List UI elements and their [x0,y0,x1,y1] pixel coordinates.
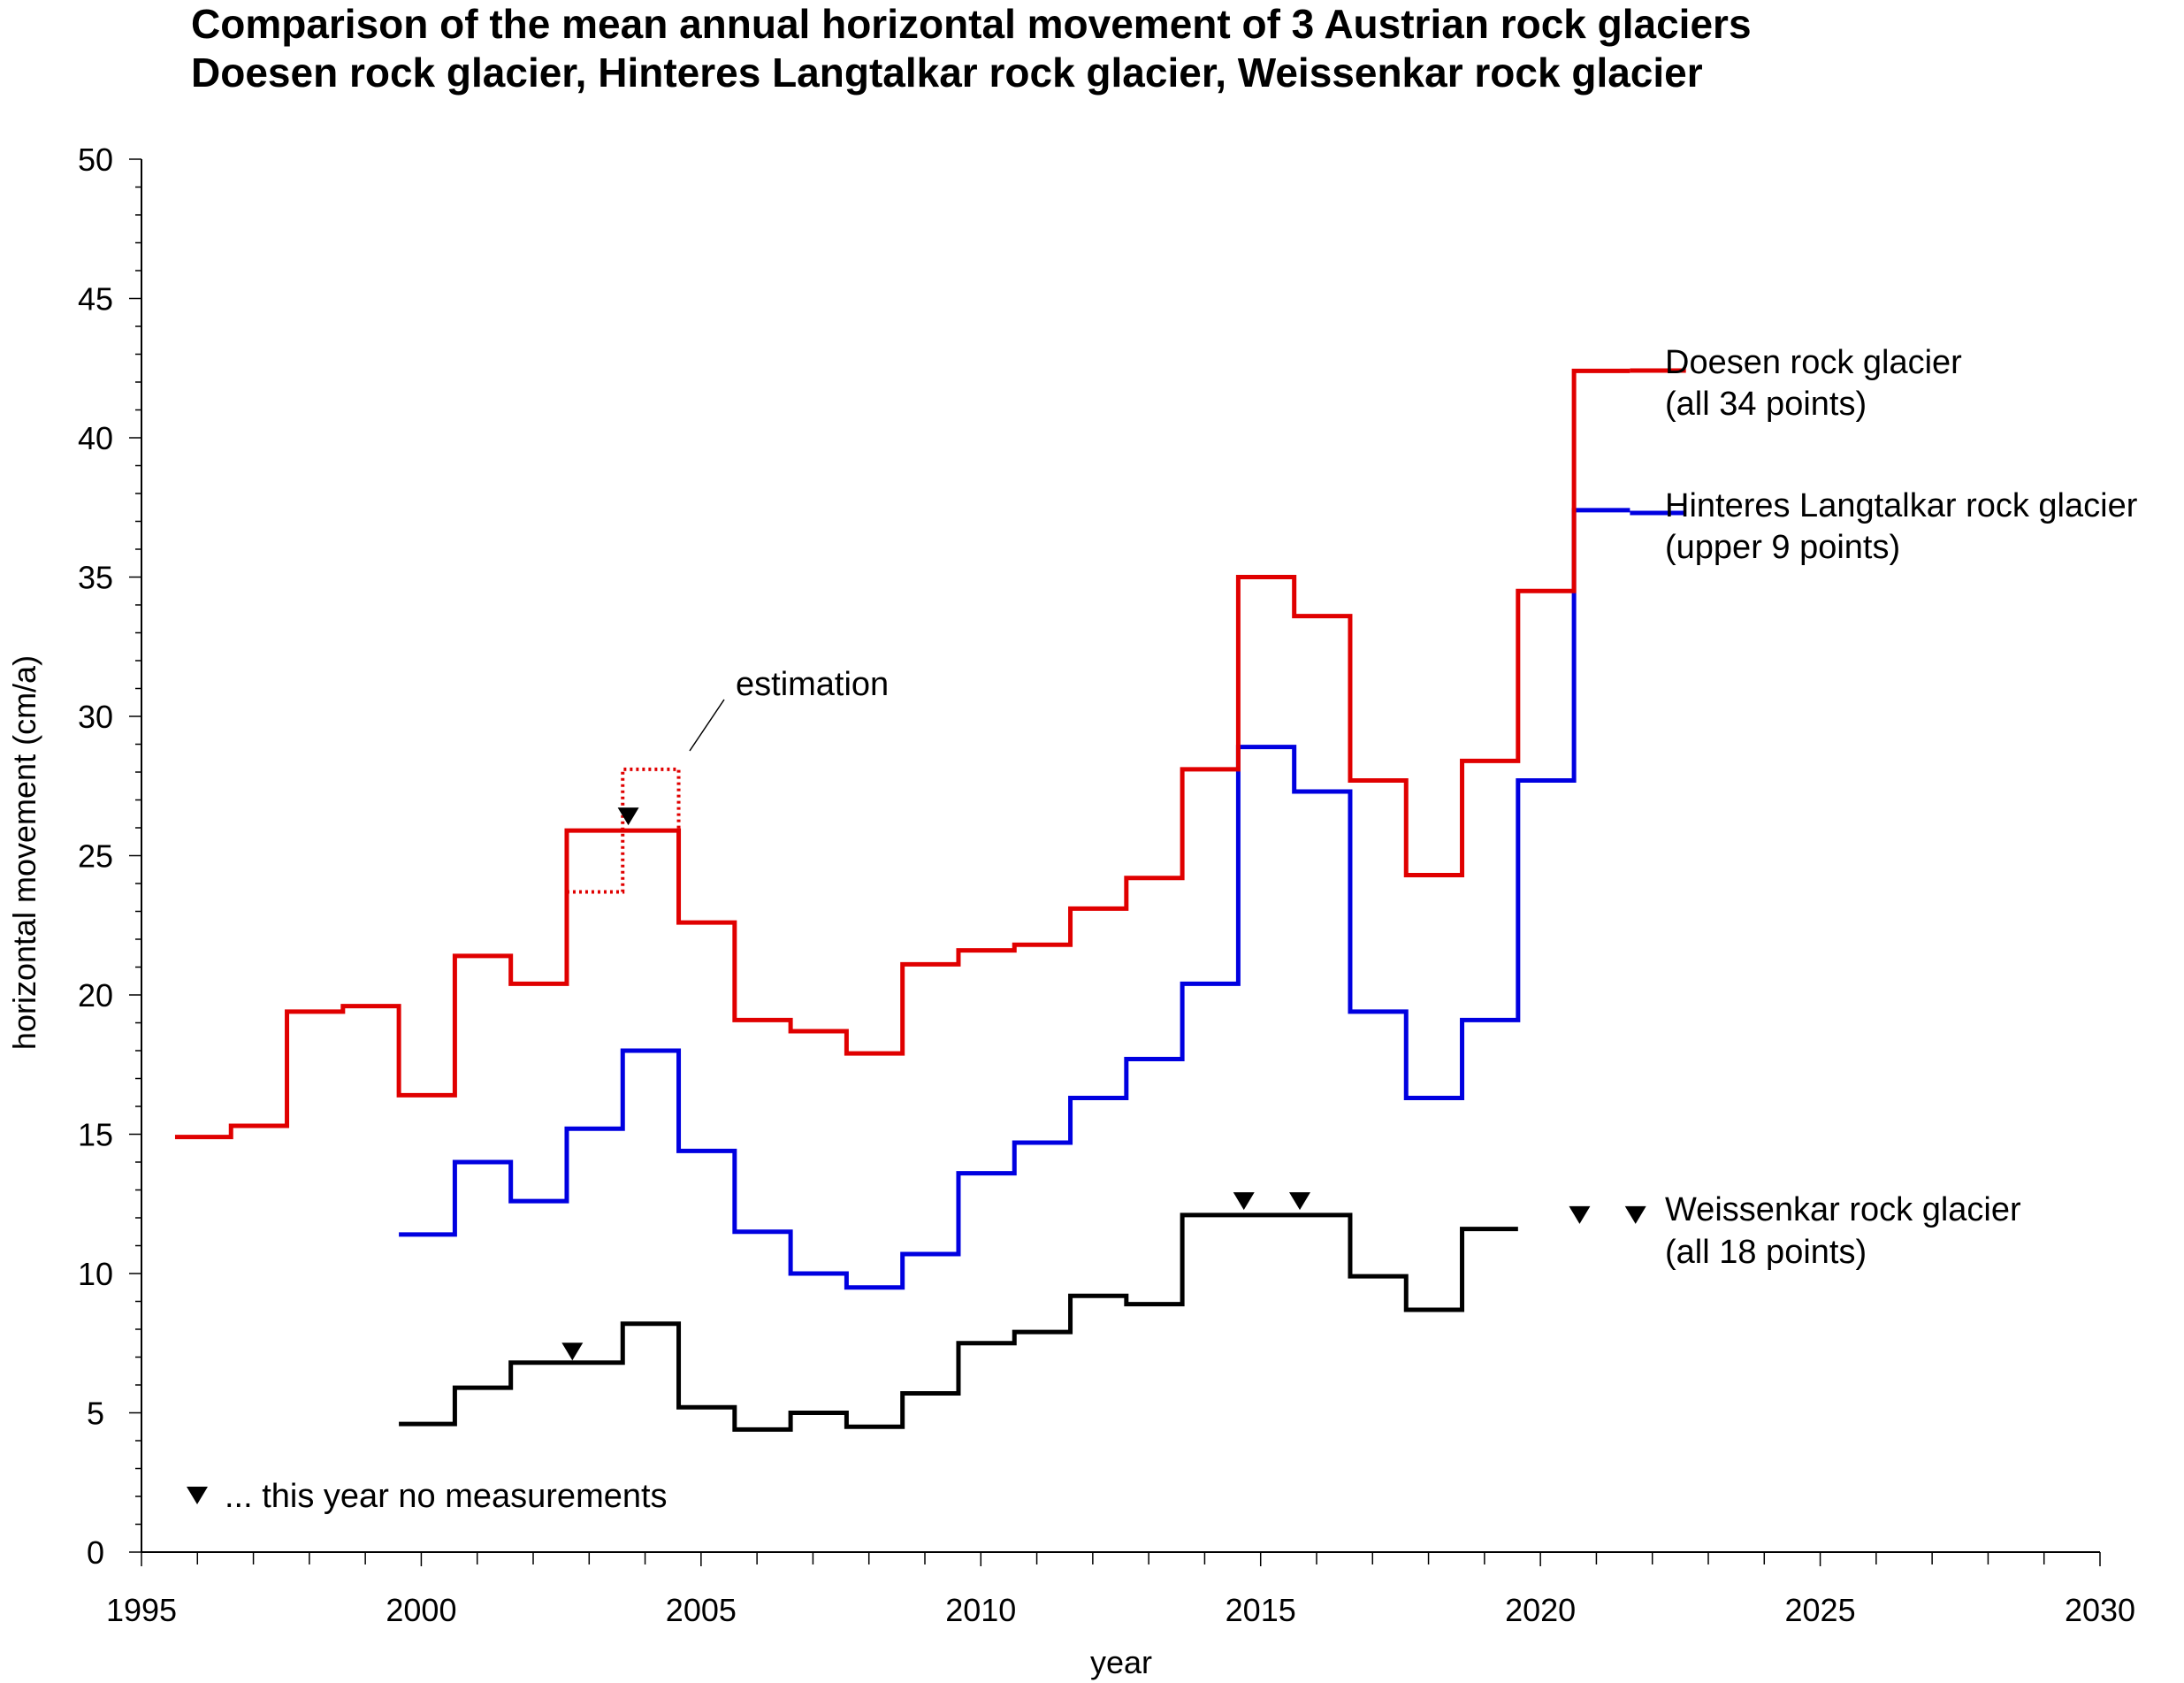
x-axis-title: year [1090,1644,1152,1680]
weissenkar-rock-glacier-line [399,1213,1518,1432]
no-measurements-note: ... this year no measurements [225,1478,668,1515]
hinteres-langtalkar-rock-glacier-legend-name: Hinteres Langtalkar rock glacier [1665,487,2138,524]
y-tick-label: 35 [78,560,113,596]
x-tick-label: 2010 [945,1592,1016,1628]
chart-title: Comparison of the mean annual horizontal… [191,1,1752,47]
y-tick-label: 25 [78,838,113,875]
x-tick-label: 2020 [1505,1592,1576,1628]
weissenkar-no-measurement-marker [1233,1192,1255,1211]
weissenkar-no-measurement-marker [1569,1205,1591,1224]
doesen-estimation-dotted-line [566,767,681,894]
y-tick-label: 10 [78,1256,113,1292]
hinteres-langtalkar-rock-glacier-line [399,508,1630,1290]
x-tick-label: 2025 [1785,1592,1856,1628]
weissenkar-rock-glacier-legend-name: Weissenkar rock glacier [1665,1191,2021,1228]
weissenkar-no-measurement-marker [1624,1205,1646,1224]
estimation-label: estimation [736,666,889,703]
x-tick-label: 1995 [106,1592,177,1628]
x-tick-label: 2015 [1226,1592,1296,1628]
y-tick-label: 0 [87,1534,104,1571]
y-tick-label: 20 [78,977,113,1014]
weissenkar-rock-glacier-legend-detail: (all 18 points) [1665,1234,1867,1271]
markers-layer [187,807,1646,1504]
chart-subtitle: Doesen rock glacier, Hinteres Langtalkar… [191,50,1703,96]
y-tick-label: 40 [78,420,113,456]
doesen-rock-glacier-legend-name: Doesen rock glacier [1665,344,1962,381]
weissenkar-no-measurement-marker [1289,1192,1311,1211]
doesen-no-measurement-marker [617,807,639,826]
series-layer [174,368,1630,1432]
doesen-rock-glacier-line [174,368,1630,1140]
weissenkar-no-measurement-marker [561,1343,584,1361]
legend-no-measurement-marker [187,1487,208,1504]
x-tick-label: 2005 [666,1592,737,1628]
doesen-rock-glacier-legend-detail: (all 34 points) [1665,386,1867,423]
x-tick-label: 2030 [2065,1592,2135,1628]
y-tick-label: 50 [78,142,113,178]
x-tick-label: 2000 [386,1592,456,1628]
legend-layer: Doesen rock glacier (all 34 points) Hinter… [1630,344,2138,1271]
y-tick-label: 15 [78,1117,113,1153]
y-tick-label: 5 [87,1396,104,1432]
y-tick-label: 30 [78,699,113,735]
y-tick-label: 45 [78,281,113,317]
y-axis-title: horizontal movement (cm/a) [6,655,42,1050]
estimation-leader-line [689,699,725,752]
hinteres-langtalkar-rock-glacier-legend-detail: (upper 9 points) [1665,529,1900,566]
